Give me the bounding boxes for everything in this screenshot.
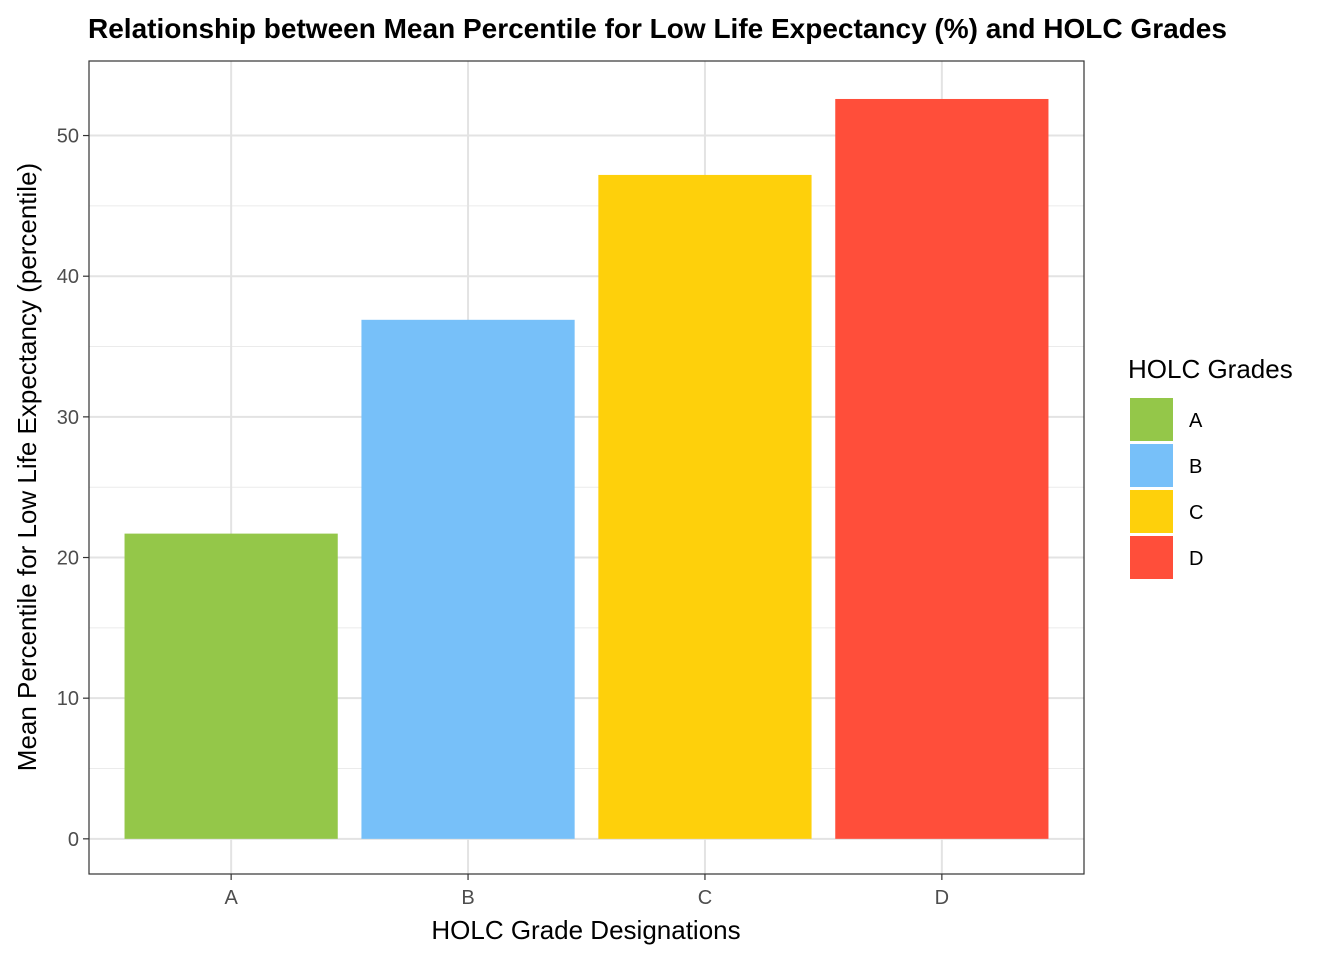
bar-b [361, 319, 575, 839]
bar-a [124, 533, 338, 839]
legend-label: C [1189, 502, 1203, 524]
y-tick-label: 0 [68, 829, 79, 851]
legend-key-a [1130, 398, 1173, 441]
x-tick-label: C [698, 887, 712, 909]
legend-key-b [1130, 444, 1173, 487]
legend-label: D [1189, 548, 1203, 570]
plot-panel [88, 60, 1085, 875]
x-axis-title: HOLC Grade Designations [431, 915, 740, 945]
y-tick-label: 40 [57, 266, 79, 288]
y-axis: 0 10 20 30 40 50 [57, 126, 89, 851]
legend-key-d [1130, 536, 1173, 579]
x-axis: A B C D [224, 874, 949, 909]
x-tick-label: A [224, 887, 238, 909]
legend-title: HOLC Grades [1128, 354, 1293, 384]
y-axis-title: Mean Percentile for Low Life Expectancy … [12, 163, 42, 771]
legend-label: A [1189, 410, 1203, 432]
bar-d [835, 98, 1049, 839]
legend-key-c [1130, 490, 1173, 533]
bars [124, 98, 1049, 839]
legend: HOLC Grades A B C D [1128, 354, 1293, 579]
panel-border [88, 60, 1085, 875]
bar-c [598, 174, 812, 839]
legend-label: B [1189, 456, 1202, 478]
chart-title: Relationship between Mean Percentile for… [88, 13, 1227, 44]
x-tick-label: B [461, 887, 474, 909]
y-tick-label: 50 [57, 126, 79, 148]
y-tick-label: 20 [57, 548, 79, 570]
y-tick-label: 30 [57, 407, 79, 429]
y-tick-label: 10 [57, 688, 79, 710]
x-tick-label: D [935, 887, 949, 909]
